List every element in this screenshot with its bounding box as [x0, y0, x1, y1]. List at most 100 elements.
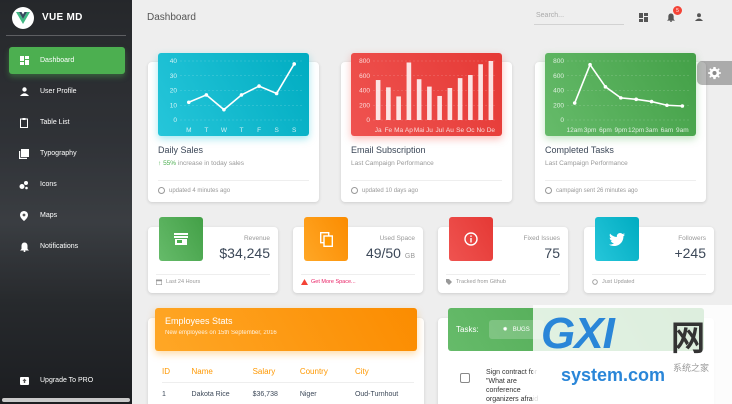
- stat-footer[interactable]: Get More Space...: [301, 274, 415, 285]
- stat-footer-text: Tracked from Github: [456, 279, 506, 285]
- sidebar-item-label: Typography: [40, 150, 77, 157]
- tab-bugs[interactable]: ✹ BUGS: [488, 320, 544, 339]
- stat-value-number: $34,245: [219, 245, 270, 261]
- x-tick-label: No: [476, 127, 485, 134]
- chart-subtitle: Last Campaign Performance: [351, 160, 434, 167]
- tab-label: BUGS: [512, 326, 530, 333]
- daily-sales-chart: 0 10 20 30 40 M T W T F S S: [158, 53, 309, 136]
- sidebar-item-upgrade[interactable]: Upgrade To PRO: [9, 367, 125, 394]
- sidebar-item-user-profile[interactable]: User Profile: [9, 78, 125, 105]
- bar: [396, 96, 401, 120]
- brand[interactable]: VUE MD: [6, 0, 126, 36]
- person-icon: [19, 87, 29, 97]
- user-button[interactable]: [692, 10, 706, 24]
- watermark-logo-text: GXI: [541, 309, 615, 358]
- y-tick-label: 600: [359, 73, 370, 80]
- y-tick-label: 600: [553, 73, 564, 80]
- data-point: [257, 84, 261, 88]
- chart-title: Email Subscription: [351, 145, 426, 155]
- employees-header: Employees Stats New employees on 15th Se…: [155, 308, 417, 351]
- used-space-card: Used Space 49/50 GB Get More Space...: [293, 217, 423, 293]
- x-tick-label: S: [292, 127, 297, 134]
- settings-button[interactable]: [697, 61, 732, 85]
- x-tick-label: De: [487, 127, 496, 134]
- warning-icon: [301, 279, 308, 285]
- bar: [437, 95, 442, 120]
- data-point: [204, 93, 209, 97]
- chart-footer: updated 10 days ago: [351, 180, 502, 194]
- y-tick-label: 400: [553, 88, 564, 95]
- stat-unit: GB: [404, 253, 415, 260]
- sidebar-item-table-list[interactable]: Table List: [9, 109, 125, 136]
- chart-footer: updated 4 minutes ago: [158, 180, 309, 194]
- watermark-domain: system.com: [561, 365, 666, 385]
- employees-card: Employees Stats New employees on 15th Se…: [148, 308, 424, 404]
- sidebar-item-label: Notifications: [40, 243, 79, 250]
- column-header: City: [354, 367, 369, 376]
- employees-subtitle: New employees on 15th September, 2016: [165, 330, 277, 336]
- task-checkbox[interactable]: [460, 373, 470, 383]
- x-tick-label: Au: [446, 127, 454, 134]
- x-tick-label: 3pm: [584, 127, 597, 134]
- sidebar-item-label: Table List: [40, 119, 70, 126]
- bar: [375, 80, 381, 120]
- library-books-icon: [19, 148, 29, 159]
- x-tick-label: Se: [456, 127, 464, 134]
- x-tick-label: Ja: [375, 127, 382, 134]
- chart-footer-text: updated 4 minutes ago: [169, 187, 231, 194]
- stat-footer-text: Just Updated: [602, 279, 635, 285]
- sidebar-item-label: Dashboard: [40, 57, 75, 64]
- sidebar-item-maps[interactable]: Maps: [9, 202, 125, 229]
- y-tick-label: 40: [170, 58, 178, 65]
- bar: [427, 86, 432, 120]
- search-input[interactable]: Search...: [534, 9, 624, 25]
- email-subscription-card: 0 200 400 600 800 Ja Fe Ma Ap Mai Ju Jul Au Se Oc No De …: [341, 53, 512, 202]
- data-point: [634, 97, 638, 102]
- sidebar-item-label: Icons: [40, 181, 57, 188]
- page-title: Dashboard: [147, 12, 196, 23]
- sidebar-item-dashboard[interactable]: Dashboard: [9, 47, 125, 74]
- twitter-icon: [595, 217, 639, 261]
- tag-icon: [446, 279, 452, 285]
- sidebar-item-icons[interactable]: Icons: [9, 171, 125, 198]
- completed-tasks-line-chart: 0 200 400 600 800 12am 3pm 6pm 9pm 12pm 3am 6am 9am: [553, 58, 690, 134]
- table-cell: Niger: [299, 390, 317, 398]
- employees-title: Employees Stats: [165, 316, 233, 326]
- bar: [478, 64, 483, 120]
- fixed-issues-card: Fixed Issues 75 Tracked from Github: [438, 217, 568, 293]
- revenue-card: Revenue $34,245 Last 24 Hours: [148, 217, 278, 293]
- employees-table: ID Name Salary Country City 1 Dakota Ric…: [162, 361, 414, 404]
- chart-subtitle: ↑ 55% increase in today sales: [158, 160, 244, 167]
- get-more-space-link[interactable]: Get More Space...: [311, 279, 356, 285]
- stat-label: Used Space: [379, 235, 415, 242]
- daily-sales-line-chart: 0 10 20 30 40 M T W T F S S: [170, 58, 303, 134]
- column-header: Salary: [252, 367, 276, 376]
- sidebar-item-notifications[interactable]: Notifications: [9, 233, 125, 260]
- chart-title: Completed Tasks: [545, 145, 614, 155]
- sidebar-item-label: Maps: [40, 212, 58, 219]
- dashboard-button[interactable]: [636, 10, 650, 24]
- chart-subtitle: Last Campaign Performance: [545, 160, 628, 167]
- table-cell: 1: [162, 390, 166, 398]
- tasks-label: Tasks:: [456, 325, 479, 334]
- bell-icon: [19, 242, 29, 252]
- stat-footer-text: Last 24 Hours: [166, 279, 201, 285]
- chart-footer-text: campaign sent 26 minutes ago: [556, 187, 638, 194]
- gear-icon: [708, 66, 721, 79]
- sidebar-scrollbar[interactable]: [2, 398, 130, 402]
- x-tick-label: Ma: [394, 127, 403, 134]
- info-outline-icon: [449, 217, 493, 261]
- unarchive-icon: [19, 376, 29, 386]
- notifications-button[interactable]: 5: [664, 6, 682, 24]
- sidebar-item-typography[interactable]: Typography: [9, 140, 125, 167]
- x-tick-label: F: [257, 127, 261, 134]
- stat-footer: Just Updated: [592, 274, 706, 285]
- stat-label: Revenue: [243, 235, 270, 242]
- person-icon: [695, 13, 703, 21]
- content-copy-icon: [304, 217, 348, 261]
- table-header-row: ID Name Salary Country City: [162, 361, 414, 383]
- watermark-small: 系统之家: [673, 363, 710, 373]
- stat-label: Fixed Issues: [523, 235, 561, 242]
- followers-card: Followers +245 Just Updated: [584, 217, 714, 293]
- x-tick-label: T: [204, 127, 208, 134]
